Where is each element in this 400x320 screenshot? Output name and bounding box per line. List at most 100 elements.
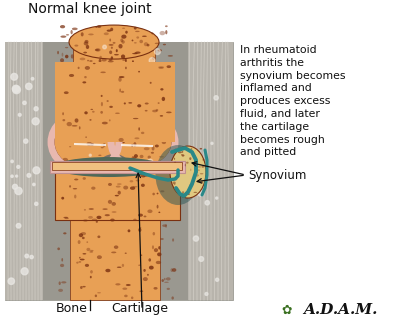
Ellipse shape [101, 147, 104, 148]
Ellipse shape [83, 164, 88, 169]
Ellipse shape [158, 102, 160, 104]
Ellipse shape [147, 44, 150, 46]
Ellipse shape [124, 62, 129, 66]
Ellipse shape [185, 164, 186, 166]
Ellipse shape [162, 279, 164, 282]
Ellipse shape [89, 208, 94, 210]
Ellipse shape [78, 123, 81, 126]
Ellipse shape [87, 60, 89, 61]
Circle shape [72, 62, 77, 67]
Ellipse shape [165, 30, 168, 34]
Ellipse shape [63, 232, 66, 234]
Ellipse shape [72, 125, 78, 127]
Ellipse shape [71, 112, 74, 115]
Ellipse shape [138, 71, 140, 73]
Ellipse shape [174, 183, 176, 185]
Ellipse shape [141, 175, 146, 178]
Ellipse shape [118, 191, 121, 195]
Ellipse shape [144, 147, 150, 150]
Ellipse shape [95, 48, 100, 52]
Ellipse shape [108, 92, 113, 96]
Circle shape [33, 183, 35, 186]
Ellipse shape [99, 59, 101, 63]
Ellipse shape [151, 152, 154, 154]
Ellipse shape [147, 274, 149, 276]
Circle shape [34, 107, 38, 111]
Ellipse shape [164, 282, 169, 283]
Ellipse shape [128, 229, 130, 232]
Ellipse shape [58, 281, 61, 285]
Ellipse shape [172, 268, 176, 272]
Ellipse shape [143, 174, 148, 177]
Circle shape [24, 139, 28, 143]
Ellipse shape [86, 142, 92, 146]
Ellipse shape [156, 109, 158, 111]
Ellipse shape [106, 100, 109, 102]
Ellipse shape [102, 208, 108, 210]
Ellipse shape [166, 277, 170, 281]
Ellipse shape [151, 162, 154, 165]
Ellipse shape [105, 100, 107, 103]
Ellipse shape [104, 32, 109, 35]
Ellipse shape [174, 164, 177, 166]
Ellipse shape [112, 211, 116, 213]
Ellipse shape [62, 53, 63, 57]
Ellipse shape [121, 35, 126, 39]
Circle shape [191, 179, 194, 182]
Ellipse shape [140, 174, 143, 176]
Circle shape [102, 116, 104, 117]
Ellipse shape [82, 132, 86, 134]
Ellipse shape [81, 232, 86, 235]
Ellipse shape [159, 67, 164, 69]
Ellipse shape [125, 67, 127, 69]
Ellipse shape [156, 261, 161, 264]
Ellipse shape [160, 238, 164, 240]
Ellipse shape [71, 135, 75, 137]
Ellipse shape [106, 64, 111, 66]
Ellipse shape [140, 254, 142, 256]
Ellipse shape [58, 289, 63, 292]
Ellipse shape [100, 56, 102, 59]
Ellipse shape [200, 173, 204, 174]
Ellipse shape [115, 132, 118, 133]
Ellipse shape [180, 167, 183, 170]
Ellipse shape [200, 181, 203, 183]
Ellipse shape [74, 159, 76, 162]
Ellipse shape [114, 245, 118, 249]
Ellipse shape [82, 286, 86, 287]
Circle shape [148, 159, 153, 164]
Ellipse shape [162, 97, 165, 101]
Ellipse shape [82, 132, 87, 135]
Ellipse shape [118, 95, 120, 97]
Ellipse shape [65, 83, 67, 85]
Ellipse shape [87, 95, 92, 98]
Ellipse shape [132, 76, 137, 78]
Ellipse shape [114, 118, 172, 166]
Ellipse shape [86, 45, 89, 49]
Bar [5, 42, 43, 300]
Ellipse shape [124, 102, 126, 104]
Ellipse shape [102, 122, 108, 124]
Circle shape [27, 173, 31, 177]
Ellipse shape [138, 265, 141, 266]
Bar [73, 140, 155, 168]
Ellipse shape [152, 32, 154, 34]
Ellipse shape [74, 44, 78, 47]
Circle shape [193, 236, 198, 241]
Ellipse shape [71, 54, 74, 59]
Ellipse shape [69, 25, 159, 59]
Ellipse shape [164, 278, 166, 280]
Ellipse shape [131, 144, 133, 147]
Circle shape [12, 85, 20, 92]
Ellipse shape [110, 99, 116, 100]
Circle shape [205, 292, 208, 295]
Ellipse shape [165, 25, 168, 27]
Ellipse shape [108, 172, 111, 176]
Ellipse shape [90, 270, 93, 274]
Ellipse shape [107, 29, 112, 32]
Ellipse shape [69, 146, 71, 148]
Ellipse shape [142, 97, 144, 100]
Ellipse shape [97, 255, 102, 259]
Ellipse shape [87, 98, 92, 102]
Ellipse shape [147, 115, 151, 118]
